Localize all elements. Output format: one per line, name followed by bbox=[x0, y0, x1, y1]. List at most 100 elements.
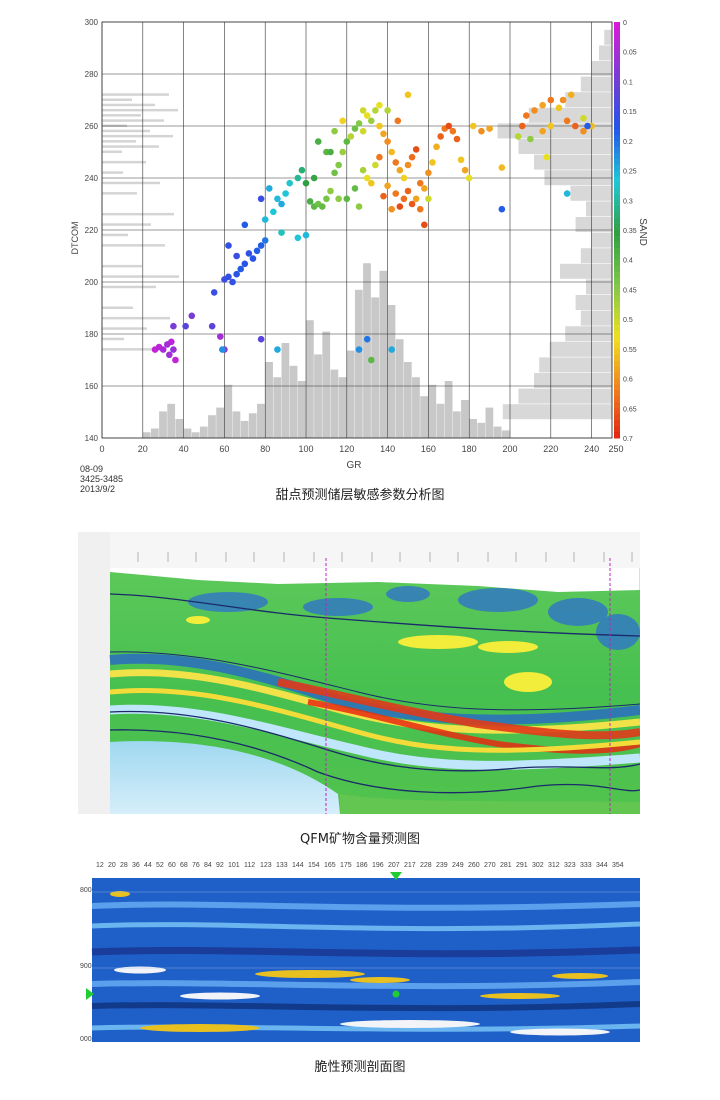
data-point bbox=[343, 195, 351, 203]
data-point bbox=[294, 234, 302, 242]
y-tick-label: 240 bbox=[85, 174, 99, 183]
histogram-bar bbox=[403, 362, 412, 438]
colorbar-segment bbox=[614, 45, 620, 53]
data-point bbox=[567, 91, 575, 99]
colorbar-tick-label: 0 bbox=[623, 20, 627, 27]
histogram-bar bbox=[565, 92, 612, 108]
colorbar-segment bbox=[614, 57, 620, 65]
colorbar-segment bbox=[614, 164, 620, 172]
data-point bbox=[539, 101, 546, 109]
x-tick-label: 250 bbox=[608, 444, 623, 454]
data-point bbox=[376, 122, 383, 130]
histogram-bar bbox=[102, 129, 150, 133]
data-point bbox=[388, 148, 395, 156]
data-point bbox=[461, 166, 469, 174]
colorbar-segment bbox=[614, 295, 620, 302]
data-point bbox=[404, 161, 412, 169]
histogram-bar bbox=[534, 154, 612, 170]
colorbar-segment bbox=[614, 360, 620, 368]
gr-histogram bbox=[142, 263, 510, 438]
data-point bbox=[449, 127, 457, 135]
data-point bbox=[380, 192, 387, 200]
data-point bbox=[327, 148, 334, 156]
lower-blue-zone bbox=[110, 741, 340, 814]
histogram-bar bbox=[240, 420, 249, 438]
histogram-bar bbox=[580, 310, 612, 326]
svg-text:36: 36 bbox=[132, 862, 140, 869]
data-point bbox=[384, 107, 391, 114]
histogram-bar bbox=[102, 134, 173, 138]
data-point bbox=[547, 122, 555, 130]
data-point bbox=[170, 346, 177, 353]
figure2-caption: QFM矿物含量预测图 bbox=[300, 832, 420, 847]
y-tick-label: 140 bbox=[85, 434, 99, 443]
svg-text:52: 52 bbox=[156, 862, 164, 869]
colorbar-segment bbox=[614, 206, 620, 213]
svg-text:302: 302 bbox=[532, 862, 544, 869]
histogram-bar bbox=[102, 108, 178, 112]
colorbar-tick-label: 0.65 bbox=[623, 406, 637, 413]
horizon-1 bbox=[109, 593, 640, 637]
histogram-bar bbox=[338, 377, 347, 438]
histogram-bar bbox=[485, 407, 494, 438]
svg-text:175: 175 bbox=[340, 862, 352, 869]
y-tick-labels: 140 160 180 200 220 240 260 280 300 bbox=[85, 18, 99, 443]
colorbar-segment bbox=[614, 307, 620, 314]
x-tick-label: 160 bbox=[421, 444, 436, 454]
colorbar-segment bbox=[614, 277, 620, 284]
svg-text:312: 312 bbox=[548, 862, 560, 869]
data-point bbox=[245, 250, 253, 257]
yellow-patches bbox=[186, 616, 552, 692]
blue-patches bbox=[188, 586, 640, 650]
data-point bbox=[314, 138, 322, 145]
colorbar-segment bbox=[614, 152, 620, 160]
colorbar-segment bbox=[614, 241, 620, 249]
histogram-bar bbox=[102, 160, 146, 164]
depth-labels: 800 900 000 bbox=[80, 887, 92, 1042]
histogram-bar bbox=[570, 185, 612, 201]
histogram-bar bbox=[273, 377, 282, 438]
histogram-bar bbox=[575, 295, 612, 310]
colorbar-segment bbox=[614, 105, 620, 112]
histogram-bar bbox=[199, 426, 208, 438]
data-point bbox=[527, 135, 534, 143]
svg-text:20: 20 bbox=[108, 862, 116, 869]
data-point bbox=[437, 133, 444, 140]
histogram-bar bbox=[363, 263, 371, 438]
data-point bbox=[376, 153, 383, 161]
colorbar-segment bbox=[614, 235, 620, 243]
svg-text:133: 133 bbox=[276, 862, 288, 869]
histogram-bar bbox=[387, 305, 396, 438]
data-point bbox=[445, 122, 453, 130]
svg-text:281: 281 bbox=[500, 862, 512, 869]
data-point bbox=[257, 195, 265, 203]
colorbar-segment bbox=[614, 354, 620, 362]
dtcom-histogram bbox=[102, 29, 612, 420]
histogram-bar bbox=[580, 76, 612, 92]
svg-text:123: 123 bbox=[260, 862, 272, 869]
data-point bbox=[339, 148, 347, 156]
colorbar-tick-label: 0.05 bbox=[623, 50, 637, 57]
svg-text:84: 84 bbox=[204, 862, 212, 869]
y-tick-label: 160 bbox=[85, 382, 99, 391]
plot-metadata: 08-09 3425-3485 2013/9/2 bbox=[80, 464, 123, 494]
colorbar-segment bbox=[614, 384, 620, 391]
y-tick-label: 260 bbox=[85, 122, 99, 131]
colorbar-segment bbox=[614, 342, 620, 350]
data-point bbox=[563, 190, 571, 197]
data-point bbox=[469, 122, 477, 130]
histogram-bar bbox=[580, 248, 612, 264]
y-tick-label: 220 bbox=[85, 226, 99, 235]
data-point bbox=[188, 312, 196, 320]
data-point bbox=[347, 133, 355, 140]
trace-numbers: 12 20 28 36 44 52 60 68 76 84 92 101 112 123 133 144 154… bbox=[96, 862, 624, 869]
y-tick-label: 180 bbox=[85, 330, 99, 339]
svg-text:154: 154 bbox=[308, 862, 320, 869]
histogram-bar bbox=[102, 348, 161, 351]
data-point bbox=[392, 190, 400, 197]
histogram-bar bbox=[281, 343, 290, 438]
data-point bbox=[265, 185, 273, 192]
data-point bbox=[241, 221, 249, 229]
figure3-caption: 脆性预测剖面图 bbox=[314, 1060, 406, 1075]
data-point bbox=[331, 169, 338, 177]
